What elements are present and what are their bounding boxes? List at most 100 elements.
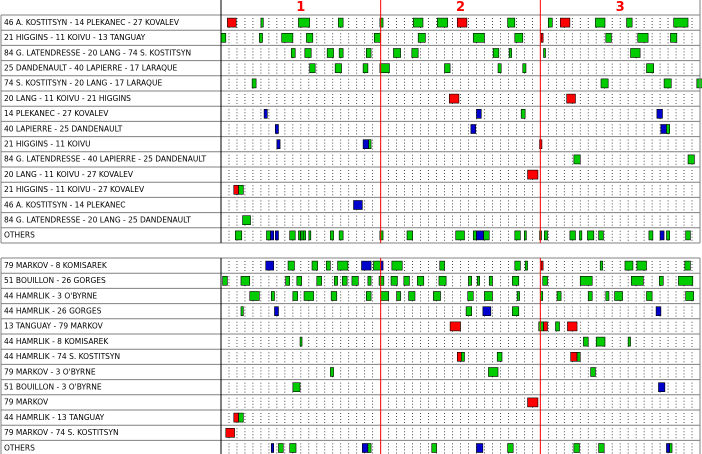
shift-bar-plus — [540, 260, 544, 271]
shift-bar-even — [573, 154, 581, 165]
shift-bar-even — [444, 63, 451, 74]
shift-bar-even — [488, 367, 499, 377]
shift-bar-minus — [655, 306, 662, 317]
period-headers: 1 2 3 — [220, 0, 701, 15]
row-label: 21 HIGGINS - 11 KOIVU - 13 TANGUAY — [4, 33, 146, 42]
shift-bar-even — [669, 443, 673, 453]
shift-bar-even — [431, 443, 437, 453]
table-row: 46 A. KOSTITSYN - 14 PLEKANEC — [4, 200, 701, 211]
row-label: 44 HAMRLIK - 13 TANGUAY — [4, 413, 105, 422]
shift-bar-even — [538, 321, 544, 332]
shift-bar-minus — [362, 139, 369, 149]
shift-bar-even — [235, 230, 243, 241]
row-label: 44 HAMRLIK - 74 S. KOSTITSYN — [4, 352, 120, 361]
shift-bar-even — [330, 367, 334, 377]
shift-bar-even — [646, 63, 654, 74]
shift-bar-even — [507, 17, 516, 28]
row-label: 13 TANGUAY - 79 MARKOV — [4, 322, 104, 331]
shift-bar-even — [512, 275, 520, 286]
table-row: 40 LAPIERRE - 25 DANDENAULT — [4, 124, 701, 135]
shift-bar-even — [543, 48, 546, 58]
shift-bar-minus — [263, 109, 268, 119]
table-row: 44 HAMRLIK - 74 S. KOSTITSYN — [4, 351, 701, 363]
section-2: 79 MARKOV - 8 KOMISAREK 51 BOUILLON - 26 … — [0, 257, 701, 454]
shift-bar-even — [304, 48, 312, 58]
shift-bar-even — [300, 230, 304, 241]
row-label: OTHERS — [4, 231, 35, 240]
shift-bar-even — [367, 275, 372, 286]
shift-bar-even — [362, 63, 369, 74]
shift-bar-even — [222, 275, 228, 286]
shift-bar-even — [472, 230, 477, 241]
shift-bar-minus — [476, 230, 484, 241]
table-row: 74 S. KOSTITSYN - 20 LANG - 17 LARAQUE — [4, 78, 702, 89]
shift-bar-minus — [361, 260, 372, 271]
shift-bar-even — [600, 78, 609, 89]
shift-bar-even — [380, 291, 389, 301]
shift-bar-even — [292, 291, 298, 301]
shift-bar-even — [292, 382, 301, 393]
shift-bar-even — [406, 230, 413, 241]
shift-bar-plus — [527, 169, 539, 180]
shift-bar-even — [308, 230, 312, 241]
shift-bar-even — [555, 321, 560, 332]
shift-bar-even — [326, 260, 331, 271]
shift-bar-even — [299, 336, 303, 347]
shift-bar-even — [309, 63, 316, 74]
table-row: 51 BOUILLON - 3 O'BYRNE — [4, 382, 701, 393]
shift-bar-plus — [543, 321, 548, 332]
shift-bar-minus — [476, 443, 484, 453]
shift-bar-even — [666, 124, 670, 134]
shift-bar-even — [573, 443, 580, 453]
table-row: 79 MARKOV — [4, 397, 701, 408]
shift-bar-even — [587, 230, 595, 241]
shift-bar-minus — [274, 230, 279, 241]
shift-bar-even — [472, 32, 485, 43]
row-label: 51 BOUILLON - 26 GORGES — [4, 276, 106, 285]
row-label: 25 DANDENAULT - 40 LAPIERRE - 17 LARAQUE — [4, 63, 177, 72]
table-row: 20 LANG - 11 KOIVU - 27 KOVALEV — [4, 169, 701, 181]
shift-bar-even — [408, 291, 416, 301]
shift-bar-even — [685, 230, 691, 241]
shift-bar-even — [595, 336, 606, 347]
shift-bar-even — [520, 109, 526, 119]
shift-bar-even — [302, 230, 306, 241]
shift-bar-even — [311, 260, 318, 271]
shift-bar-even — [648, 230, 654, 241]
shift-bar-plus — [559, 17, 571, 28]
shift-bar-even — [437, 17, 449, 28]
row-label: 51 BOUILLON - 3 O'BYRNE — [4, 382, 102, 391]
shift-bar-even — [378, 275, 385, 286]
shift-bar-even — [334, 63, 342, 74]
row-label: 79 MARKOV - 3 O'BYRNE — [4, 367, 96, 376]
shift-bar-even — [316, 275, 322, 286]
shift-bar-minus — [482, 306, 492, 317]
shift-bar-even — [338, 230, 344, 241]
shift-bar-even — [298, 17, 310, 28]
shift-bar-minus — [276, 139, 281, 149]
shift-bar-even — [365, 291, 372, 301]
shift-bar-even — [522, 63, 527, 74]
shift-bar-even — [367, 443, 372, 453]
shift-bar-even — [630, 48, 641, 58]
shift-bar-even — [306, 32, 314, 43]
shift-bar-even — [289, 230, 296, 241]
row-label: 21 HIGGINS - 11 KOIVU - 27 KOVALEV — [4, 185, 145, 194]
shift-bar-even — [238, 412, 244, 423]
shift-bar-even — [587, 291, 593, 301]
shift-bar-even — [379, 63, 390, 74]
shift-bar-even — [696, 78, 702, 89]
shift-bar-plus — [233, 412, 239, 423]
shift-bar-minus — [270, 230, 274, 241]
shift-bar-even — [379, 230, 384, 241]
row-label: 44 HAMRLIK - 3 O'BYRNE — [4, 291, 97, 300]
shift-bar-even — [290, 48, 296, 58]
shift-bar-even — [556, 291, 562, 301]
row-label: 44 HAMRLIK - 26 GORGES — [4, 306, 102, 315]
shift-bar-even — [599, 260, 603, 271]
shift-bar-plus — [527, 397, 539, 408]
shift-bar-even — [240, 275, 251, 286]
chart-body: 46 A. KOSTITSYN - 14 PLEKANEC - 27 KOVAL… — [0, 14, 702, 454]
shift-bar-even — [379, 17, 384, 28]
